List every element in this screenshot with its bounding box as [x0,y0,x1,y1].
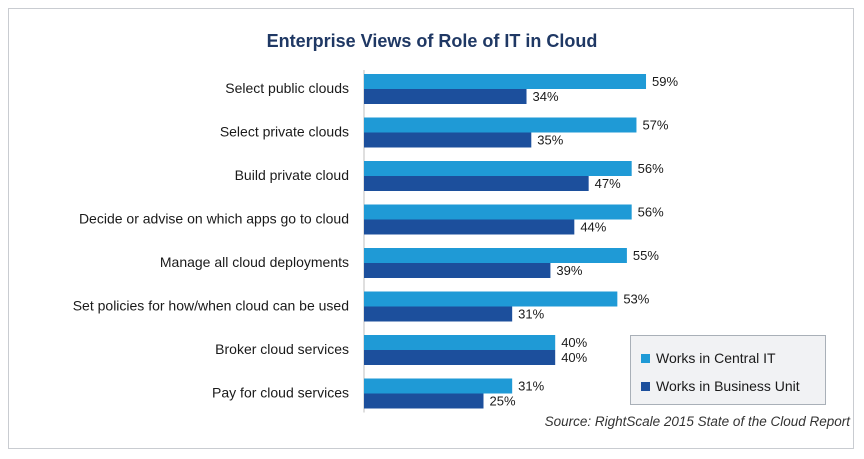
data-label: 56% [638,161,664,176]
data-label: 34% [533,89,559,104]
legend-label-central-it: Works in Central IT [656,350,776,366]
category-label: Broker cloud services [215,341,349,357]
category-label: Select private clouds [220,124,349,140]
bar-business-unit [364,219,575,235]
data-label: 31% [518,379,544,394]
bar-business-unit [364,263,551,278]
bar-central-it [364,161,632,176]
bar-business-unit [364,350,556,365]
data-label: 57% [642,118,668,133]
bar-business-unit [364,89,527,104]
bar-central-it [364,248,627,263]
legend-label-business-unit: Works in Business Unit [656,378,800,394]
category-label: Decide or advise on which apps go to clo… [79,211,349,227]
data-label: 39% [556,263,582,278]
legend-item-business-unit: Works in Business Unit [641,376,800,396]
legend: Works in Central IT Works in Business Un… [630,335,826,405]
legend-item-central-it: Works in Central IT [641,348,776,368]
bar-business-unit [364,132,532,148]
category-label: Build private cloud [235,167,349,183]
legend-swatch-business-unit [641,381,650,391]
bar-business-unit [364,306,513,322]
data-label: 56% [638,205,664,220]
bar-central-it [364,117,637,133]
bar-central-it [364,74,647,89]
data-label: 31% [518,307,544,322]
source-note: Source: RightScale 2015 State of the Clo… [544,414,850,429]
bar-central-it [364,204,632,220]
data-label: 40% [561,350,587,365]
category-label: Select public clouds [225,80,349,96]
data-label: 47% [595,176,621,191]
category-label: Pay for cloud services [212,385,349,401]
data-label: 25% [490,394,516,409]
legend-swatch-central-it [641,353,650,363]
data-label: 44% [580,220,606,235]
data-label: 35% [537,133,563,148]
bar-central-it [364,291,618,307]
category-label: Manage all cloud deployments [160,254,349,270]
data-label: 59% [652,74,678,89]
bar-central-it [364,335,556,350]
category-label: Set policies for how/when cloud can be u… [73,298,349,314]
chart-title: Enterprise Views of Role of IT in Cloud [266,31,598,51]
data-label: 53% [623,292,649,307]
data-label: 40% [561,335,587,350]
bar-central-it [364,378,513,394]
bar-business-unit [364,176,589,191]
bar-business-unit [364,393,484,409]
data-label: 55% [633,248,659,263]
